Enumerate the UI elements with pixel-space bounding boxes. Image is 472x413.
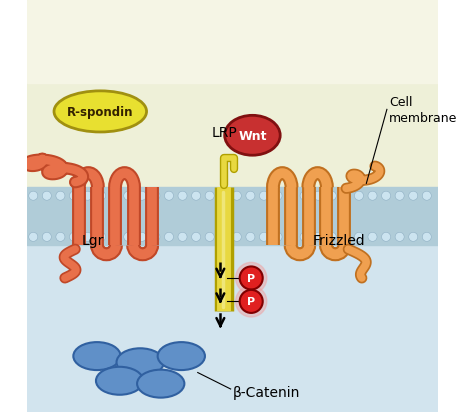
Circle shape (354, 192, 363, 201)
Circle shape (422, 233, 431, 242)
Circle shape (273, 192, 282, 201)
Text: P: P (247, 297, 255, 307)
Circle shape (205, 192, 214, 201)
Text: Wnt: Wnt (238, 129, 267, 142)
Circle shape (260, 192, 269, 201)
Circle shape (246, 192, 255, 201)
Circle shape (422, 192, 431, 201)
Circle shape (83, 192, 92, 201)
Circle shape (164, 192, 174, 201)
Circle shape (42, 192, 51, 201)
Circle shape (341, 192, 350, 201)
Text: Frizzled: Frizzled (313, 233, 365, 247)
Circle shape (300, 233, 309, 242)
Bar (27, 206, 438, 412)
Circle shape (29, 233, 38, 242)
Bar (27, 1, 438, 83)
Circle shape (97, 192, 106, 201)
Ellipse shape (137, 370, 185, 398)
Circle shape (137, 192, 146, 201)
Circle shape (192, 192, 201, 201)
Circle shape (192, 233, 201, 242)
Circle shape (287, 233, 295, 242)
Circle shape (178, 233, 187, 242)
Circle shape (124, 233, 133, 242)
Circle shape (97, 233, 106, 242)
Circle shape (83, 233, 92, 242)
Text: LRP: LRP (211, 126, 237, 140)
Circle shape (395, 192, 404, 201)
Circle shape (381, 233, 391, 242)
Circle shape (368, 233, 377, 242)
Circle shape (327, 192, 337, 201)
Circle shape (287, 192, 295, 201)
Circle shape (354, 233, 363, 242)
Circle shape (240, 290, 263, 313)
Circle shape (368, 192, 377, 201)
Circle shape (42, 233, 51, 242)
Ellipse shape (54, 92, 146, 133)
Text: β-Catenin: β-Catenin (233, 385, 300, 399)
Text: Cell
membrane: Cell membrane (389, 96, 457, 125)
Circle shape (232, 233, 241, 242)
Bar (27, 188, 438, 245)
Circle shape (178, 192, 187, 201)
Circle shape (314, 233, 323, 242)
Text: R-spondin: R-spondin (67, 106, 134, 119)
Circle shape (273, 233, 282, 242)
Circle shape (124, 192, 133, 201)
Circle shape (56, 233, 65, 242)
Circle shape (300, 192, 309, 201)
Circle shape (29, 192, 38, 201)
Circle shape (232, 192, 241, 201)
Ellipse shape (225, 116, 280, 156)
Circle shape (110, 192, 119, 201)
Circle shape (246, 233, 255, 242)
Circle shape (137, 233, 146, 242)
Circle shape (205, 233, 214, 242)
Ellipse shape (117, 349, 164, 376)
Circle shape (381, 192, 391, 201)
Circle shape (409, 233, 418, 242)
Circle shape (151, 233, 160, 242)
Circle shape (236, 286, 267, 317)
Circle shape (164, 233, 174, 242)
Circle shape (409, 192, 418, 201)
Text: Lgr: Lgr (82, 233, 104, 247)
Circle shape (69, 192, 78, 201)
Circle shape (151, 192, 160, 201)
Bar (27, 1, 438, 206)
Ellipse shape (73, 342, 121, 370)
Circle shape (395, 233, 404, 242)
Circle shape (56, 192, 65, 201)
Circle shape (240, 267, 263, 290)
Circle shape (341, 233, 350, 242)
Ellipse shape (96, 367, 143, 395)
Circle shape (314, 192, 323, 201)
Text: P: P (247, 273, 255, 283)
Circle shape (260, 233, 269, 242)
Circle shape (236, 263, 267, 294)
Circle shape (69, 233, 78, 242)
Circle shape (110, 233, 119, 242)
Circle shape (327, 233, 337, 242)
Ellipse shape (158, 342, 205, 370)
